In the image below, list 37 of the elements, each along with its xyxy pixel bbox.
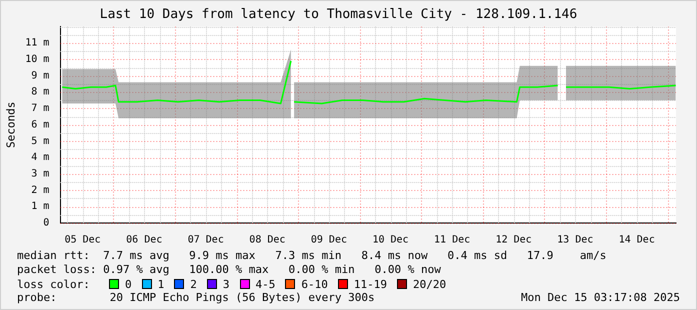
x-tick-label: 13 Dec — [557, 234, 594, 246]
y-tick-label: 5 m — [31, 136, 50, 147]
y-tick-label: 4 m — [31, 152, 50, 164]
text: 0 — [125, 278, 132, 290]
y-tick-label: 7 m — [31, 103, 50, 114]
y-tick-label: 11 m — [25, 38, 50, 49]
y-tick-label: 10 m — [25, 54, 50, 65]
y-tick-label: 8 m — [31, 86, 50, 98]
text: 6-10 — [301, 278, 328, 290]
x-tick-label: 07 Dec — [188, 234, 224, 246]
text: 20/20 — [413, 278, 446, 290]
y-tick-label: 1 m — [31, 201, 50, 212]
text: 2 — [190, 278, 197, 290]
x-tick-label: 08 Dec — [249, 234, 286, 246]
y-tick-label: 0 — [43, 218, 50, 229]
text: 4-5 — [256, 278, 276, 290]
x-tick-label: 11 Dec — [434, 234, 470, 246]
x-tick-label: 09 Dec — [310, 234, 347, 246]
x-tick-label: 06 Dec — [126, 234, 162, 246]
y-tick-label: 3 m — [31, 168, 50, 180]
x-tick-label: 05 Dec — [64, 234, 101, 246]
y-tick-label: 2 m — [31, 184, 50, 196]
text: Mon Dec 15 03:17:08 2025 — [521, 291, 680, 305]
text: packet loss: 0.97 % avg 100.00 % max 0.00 % min 0.00 % now — [17, 263, 442, 277]
y-tick-label: 9 m — [31, 70, 50, 82]
x-tick-label: 10 Dec — [372, 234, 409, 246]
text: 1 — [158, 278, 164, 290]
text: probe: 20 ICMP Echo Pings (56 Bytes) every 300s — [17, 291, 375, 305]
text: 3 — [222, 278, 230, 290]
text: loss color: — [17, 278, 91, 290]
x-tick-label: 12 Dec — [496, 234, 532, 246]
y-axis-title: Seconds — [4, 102, 18, 148]
y-tick-label: 6 m — [31, 119, 50, 130]
text: median rtt: 7.7 ms avg 9.9 ms max 7.3 ms min 8.4 ms now 0.4 ms sd 17.9 am/s — [17, 249, 608, 263]
text: 11-19 — [354, 278, 387, 290]
x-tick-label: 14 Dec — [618, 234, 655, 246]
chart-title: Last 10 Days from latency to Thomasville City - 128.109.1.146 — [100, 7, 578, 22]
